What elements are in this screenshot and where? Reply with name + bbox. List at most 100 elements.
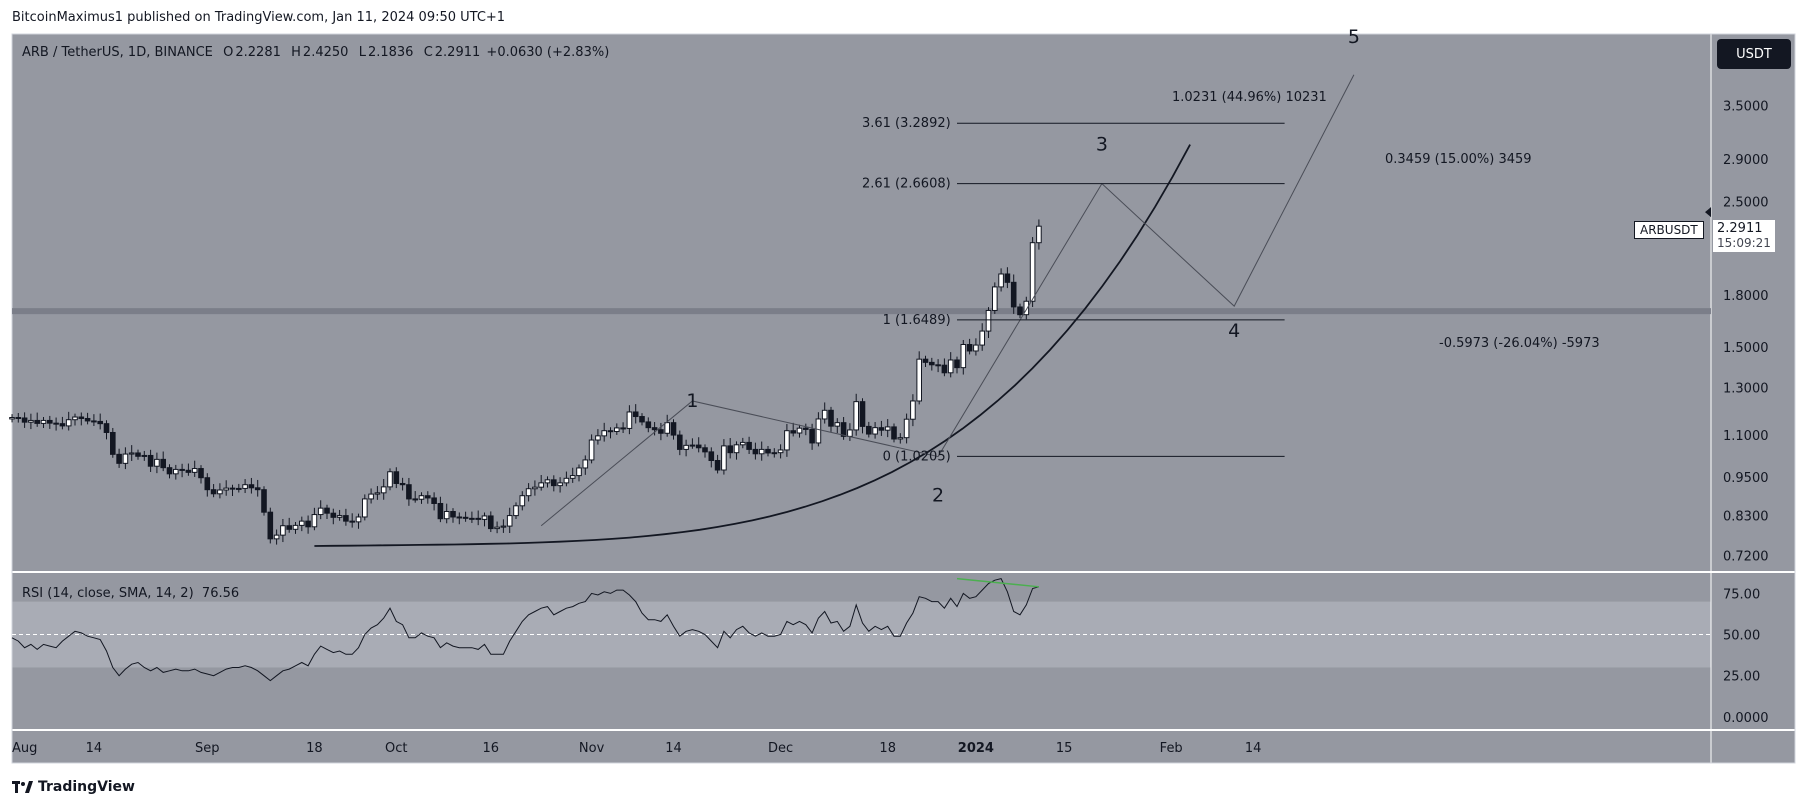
candle-body <box>557 482 563 487</box>
candle-body <box>847 429 853 437</box>
candle-body <box>632 411 639 418</box>
candle-body <box>670 422 677 436</box>
candle-body <box>399 482 406 486</box>
candle-body <box>481 515 488 520</box>
last-price-label: 2.2911 15:09:21 <box>1713 220 1775 252</box>
candle-body <box>658 429 664 434</box>
candle-body <box>425 495 431 499</box>
fib-level-label: 1 (1.6489) <box>883 313 951 328</box>
currency-button[interactable]: USDT <box>1717 39 1791 69</box>
candle-body <box>651 427 658 431</box>
candle-body <box>903 418 910 439</box>
price-tick-label: 0.9500 <box>1723 471 1769 486</box>
price-tick-label: 2.9000 <box>1723 153 1769 168</box>
candle-body <box>223 487 229 491</box>
candle-body <box>985 309 992 332</box>
candle-body <box>217 489 223 495</box>
candle-body <box>853 401 860 431</box>
candle-body <box>336 515 343 518</box>
candle-body <box>154 458 160 467</box>
price-tick-label: 3.5000 <box>1723 100 1769 115</box>
symbol-name[interactable]: ARB / TetherUS, 1D, BINANCE <box>22 45 213 60</box>
time-tick-label: Oct <box>385 741 407 756</box>
candle-body <box>248 484 255 489</box>
rsi-title: RSI (14, close, SMA, 14, 2) <box>22 586 194 601</box>
candle-body <box>966 344 973 352</box>
candle-body <box>840 422 847 437</box>
candle-body <box>374 492 381 495</box>
candle-body <box>916 358 923 402</box>
candle-body <box>330 512 337 518</box>
candle-body <box>702 447 708 453</box>
candle-body <box>821 409 828 420</box>
fib-level-label: 3.61 (3.2892) <box>862 116 951 131</box>
close-label: C <box>423 45 433 60</box>
rsi-current-value: 76.56 <box>201 586 240 601</box>
close-value: 2.2911 <box>434 45 481 60</box>
candle-body <box>469 517 475 520</box>
time-tick-label: Nov <box>579 741 605 756</box>
candle-body <box>746 441 752 450</box>
candle-body <box>607 430 614 433</box>
candle-body <box>286 525 292 530</box>
wave-label: 2 <box>932 484 944 506</box>
candle-body <box>141 454 148 457</box>
wave-label: 5 <box>1348 26 1360 48</box>
candle-body <box>437 502 444 520</box>
candle-body <box>954 359 960 369</box>
candle-body <box>626 411 633 429</box>
candle-body <box>128 452 135 455</box>
candle-body <box>777 449 784 454</box>
candle-body <box>551 479 557 487</box>
price-tick-label: 1.5000 <box>1723 341 1769 356</box>
candle-body <box>299 520 305 526</box>
footer-brand[interactable]: TradingView <box>12 779 135 795</box>
candle-body <box>532 486 538 490</box>
last-price-marker <box>1705 207 1711 218</box>
candle-body <box>110 431 116 455</box>
candle-body <box>815 418 822 444</box>
candle-body <box>236 487 242 490</box>
candle-body <box>462 516 469 519</box>
candle-body <box>992 286 998 311</box>
candle-body <box>714 460 721 471</box>
candle-body <box>406 484 412 500</box>
time-tick-label: 18 <box>879 741 896 756</box>
tradingview-brand-text: TradingView <box>38 779 135 795</box>
symbol-legend: ARB / TetherUS, 1D, BINANCE O 2.2281 H 2.4… <box>22 45 611 60</box>
candle-body <box>229 487 236 490</box>
candle-body <box>519 495 526 507</box>
candle-body <box>834 422 841 427</box>
candle-body <box>582 459 589 469</box>
candle-body <box>160 458 166 469</box>
candle-body <box>683 444 689 450</box>
candle-body <box>91 420 97 423</box>
wave-label: 1 <box>686 390 698 412</box>
time-tick-label: Feb <box>1160 741 1183 756</box>
rsi-legend[interactable]: RSI (14, close, SMA, 14, 2) 76.56 <box>22 586 239 601</box>
candle-body <box>443 511 450 520</box>
time-tick-label: 14 <box>1245 741 1262 756</box>
candle-body <box>191 468 198 473</box>
price-tick-label: 1.1000 <box>1723 429 1769 444</box>
candle-body <box>450 511 456 518</box>
candle-body <box>72 416 78 421</box>
fib-level-label: 2.61 (2.6608) <box>862 177 951 192</box>
candle-body <box>135 452 141 457</box>
candle-body <box>620 427 626 430</box>
candle-body <box>15 417 22 420</box>
candle-body <box>500 525 507 528</box>
candle-body <box>362 498 368 518</box>
open-label: O <box>223 45 234 60</box>
candle-body <box>538 482 545 488</box>
candle-body <box>122 453 129 464</box>
candle-body <box>614 427 620 432</box>
candle-body <box>884 426 891 431</box>
candle-body <box>708 451 715 462</box>
candle-body <box>929 361 935 366</box>
candle-body <box>752 448 759 455</box>
candle-body <box>28 419 34 423</box>
last-price-value: 2.2911 <box>1717 221 1763 236</box>
candle-body <box>78 416 85 419</box>
